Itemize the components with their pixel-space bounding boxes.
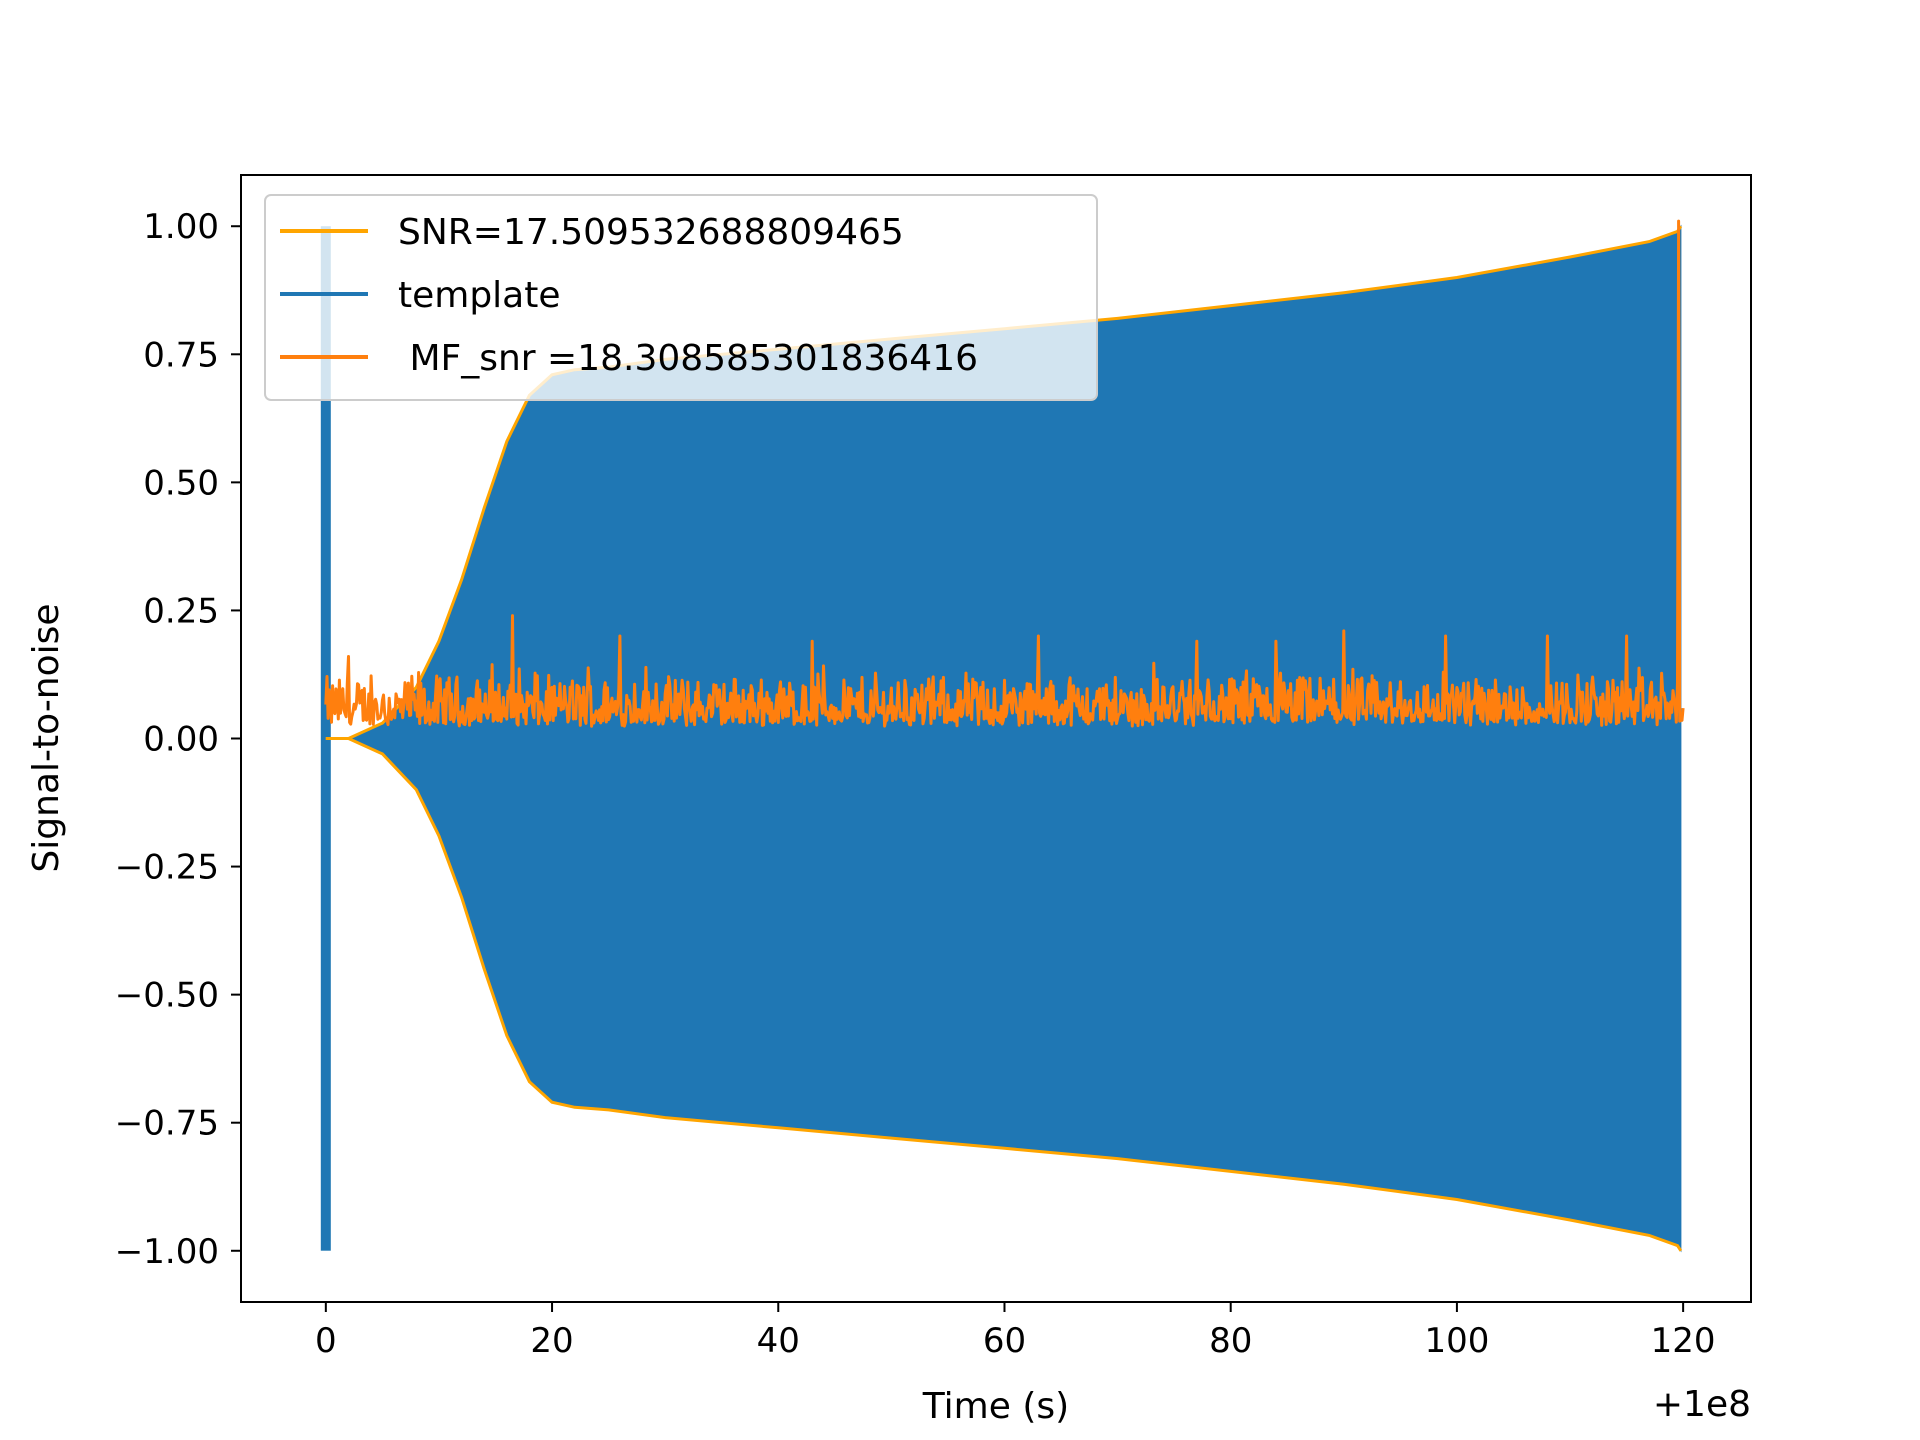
x-tick-label: 60 xyxy=(983,1321,1026,1361)
legend-entry-template: template xyxy=(398,275,561,316)
y-tick-label: 1.00 xyxy=(143,207,219,247)
mf-snr-trace xyxy=(324,219,1685,728)
y-tick-label: −0.25 xyxy=(115,848,219,888)
y-tick-label: −1.00 xyxy=(115,1232,219,1272)
legend-box xyxy=(264,194,1098,401)
x-axis-label: Time (s) xyxy=(922,1386,1069,1427)
x-tick-label: 0 xyxy=(315,1321,337,1361)
plot-area xyxy=(320,219,1685,1253)
legend-entry-snr: SNR=17.509532688809465 xyxy=(398,212,904,253)
y-tick-label: 0.25 xyxy=(143,591,219,631)
x-tick-label: 20 xyxy=(530,1321,573,1361)
y-tick-label: 0.50 xyxy=(143,463,219,503)
tick-marks xyxy=(231,225,1685,1312)
x-tick-label: 40 xyxy=(757,1321,800,1361)
x-tick-label: 80 xyxy=(1209,1321,1252,1361)
y-axis-label: Signal-to-noise xyxy=(26,603,67,872)
x-offset-label: +1e8 xyxy=(1653,1384,1751,1425)
y-tick-label: 0.00 xyxy=(143,720,219,760)
x-tick-label: 120 xyxy=(1651,1321,1716,1361)
legend-entry-mf-snr: MF_snr =18.308585301836416 xyxy=(398,338,978,379)
y-tick-label: −0.50 xyxy=(115,976,219,1016)
x-tick-label: 100 xyxy=(1424,1321,1489,1361)
y-tick-label: 0.75 xyxy=(143,335,219,375)
legend: SNR=17.509532688809465 template MF_snr =… xyxy=(264,194,1098,401)
snr-envelope-lower xyxy=(325,737,1683,1252)
y-tick-label: −0.75 xyxy=(115,1104,219,1144)
